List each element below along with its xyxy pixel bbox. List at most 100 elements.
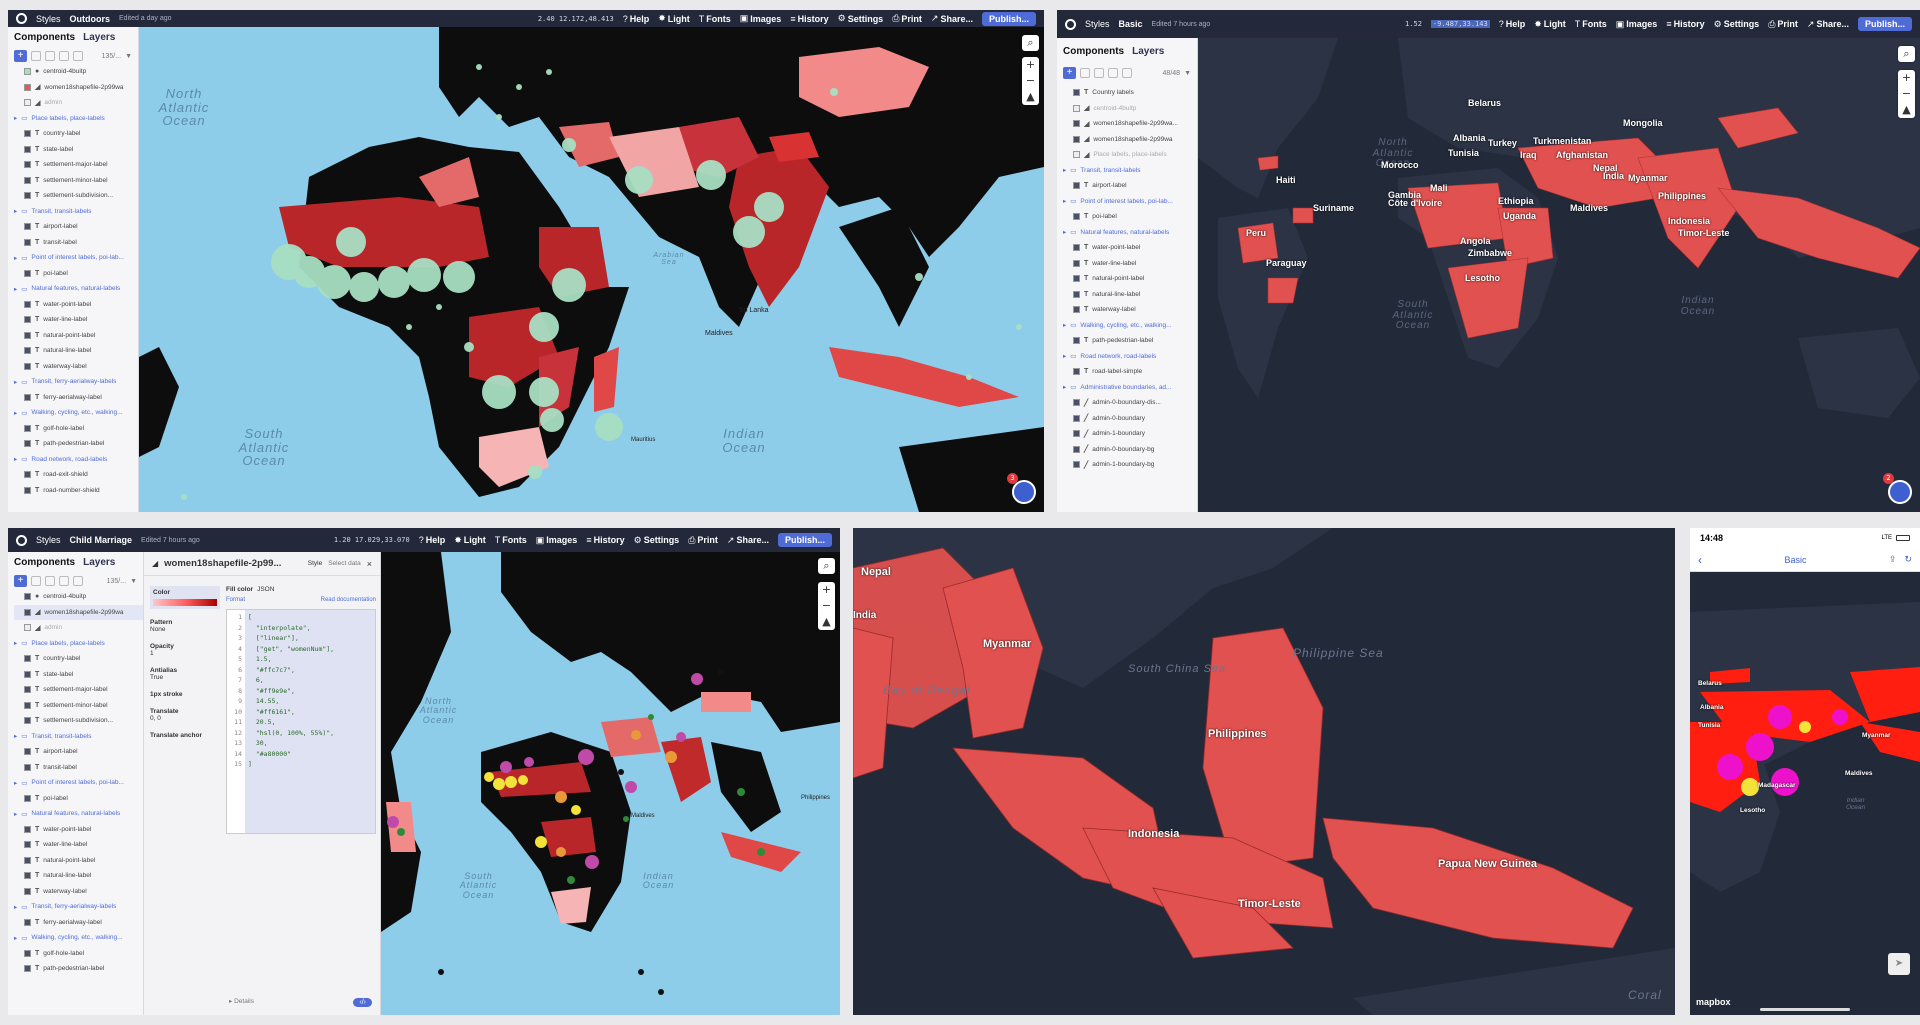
publish-button[interactable]: Publish...: [1857, 17, 1912, 31]
chevron-right-icon[interactable]: ▸: [1063, 198, 1067, 206]
style-property[interactable]: Translate 0, 0: [150, 708, 220, 722]
layer-group-row[interactable]: ▸ ▭ Road network, road-labels: [1063, 349, 1197, 365]
layer-row[interactable]: ◢ admin: [14, 95, 138, 111]
chevron-right-icon[interactable]: ▸: [14, 934, 18, 942]
chevron-right-icon[interactable]: ▸: [1063, 167, 1067, 175]
layer-swatch[interactable]: [24, 841, 31, 849]
layer-swatch[interactable]: [24, 424, 31, 432]
layer-group-row[interactable]: ▸ ▭ Road network, road-labels: [14, 452, 138, 468]
tab-select-data[interactable]: Select data: [328, 560, 361, 567]
layer-group-row[interactable]: ▸ ▭ Administrative boundaries, ad...: [1063, 380, 1197, 396]
tab-components[interactable]: Components: [1063, 46, 1125, 57]
layer-swatch[interactable]: [24, 825, 31, 833]
chevron-right-icon[interactable]: ▸: [14, 779, 18, 787]
zoom-in-button[interactable]: +: [821, 583, 832, 596]
zoom-in-button[interactable]: +: [1901, 71, 1912, 84]
chevron-right-icon[interactable]: ▸: [14, 810, 18, 818]
print-button[interactable]: ⎙ Print: [892, 13, 922, 24]
layer-group-row[interactable]: ▸ ▭ Walking, cycling, etc., walking...: [14, 930, 143, 946]
layer-swatch[interactable]: [1073, 104, 1080, 112]
layer-swatch[interactable]: [24, 486, 31, 494]
layer-swatch[interactable]: [1073, 151, 1080, 159]
layer-swatch[interactable]: [24, 238, 31, 246]
compass-icon[interactable]: ▲: [1026, 90, 1035, 103]
delete-icon[interactable]: [73, 576, 83, 586]
layer-swatch[interactable]: [1073, 414, 1080, 422]
code-view-button[interactable]: ‹/›: [353, 998, 372, 1007]
layer-swatch[interactable]: [24, 949, 31, 957]
layer-swatch[interactable]: [24, 300, 31, 308]
layer-swatch[interactable]: [1073, 368, 1080, 376]
json-toggle[interactable]: JSON: [257, 586, 275, 593]
duplicate-icon[interactable]: [31, 51, 41, 61]
layer-swatch[interactable]: [24, 686, 31, 694]
layer-group-row[interactable]: ▸ ▭ Place labels, place-labels: [14, 111, 138, 127]
tab-components[interactable]: Components: [14, 32, 76, 43]
layer-swatch[interactable]: [24, 655, 31, 663]
add-layer-button[interactable]: +: [14, 575, 27, 587]
history-button[interactable]: ≡ History: [790, 13, 829, 24]
chevron-right-icon[interactable]: ▸: [14, 285, 18, 293]
map-search-control[interactable]: ⌕: [818, 558, 835, 574]
style-property[interactable]: Opacity 1: [150, 643, 220, 657]
layer-group-row[interactable]: ▸ ▭ Natural features, natural-labels: [14, 806, 143, 822]
layer-swatch[interactable]: [1073, 430, 1080, 438]
layer-swatch[interactable]: [24, 331, 31, 339]
light-button[interactable]: ✸ Light: [658, 13, 690, 24]
style-property[interactable]: Translate anchor: [150, 732, 220, 739]
style-name[interactable]: Child Marriage: [69, 535, 133, 545]
layer-swatch[interactable]: [1073, 89, 1080, 97]
layer-row[interactable]: ● centroid-4buitp: [14, 64, 138, 80]
layer-swatch[interactable]: [24, 68, 31, 76]
layer-row[interactable]: T Country labels: [1063, 85, 1197, 101]
chevron-right-icon[interactable]: ▸: [14, 456, 18, 464]
zoom-out-button[interactable]: −: [1025, 74, 1036, 87]
layer-swatch[interactable]: [1073, 213, 1080, 221]
layer-group-row[interactable]: ▸ ▭ Point of interest labels, poi-lab...: [14, 775, 143, 791]
layer-swatch[interactable]: [24, 717, 31, 725]
history-button[interactable]: ≡ History: [1666, 19, 1705, 29]
details-toggle[interactable]: ▸ Details: [229, 998, 254, 1005]
layer-swatch[interactable]: [24, 316, 31, 324]
layer-row[interactable]: ◢ women18shapefile-2p99wa: [14, 604, 143, 620]
tab-layers[interactable]: Layers: [1132, 46, 1165, 57]
layer-swatch[interactable]: [24, 269, 31, 277]
layer-row[interactable]: ● centroid-4buitp: [14, 589, 143, 605]
share-button[interactable]: ↗ Share...: [726, 534, 769, 546]
map-canvas-3d[interactable]: North Atlantic Ocean South Atlantic Ocea…: [1198, 38, 1920, 512]
layer-group-row[interactable]: ▸ ▭ Point of interest labels, poi-lab...: [14, 250, 138, 266]
layer-swatch[interactable]: [1073, 275, 1080, 283]
style-property[interactable]: Antialias True: [150, 667, 220, 681]
share-icon[interactable]: ⇪: [1888, 554, 1897, 564]
layer-swatch[interactable]: [1073, 182, 1080, 190]
mapbox-logo-icon[interactable]: [16, 13, 27, 24]
map-search-control[interactable]: ⌕: [1898, 46, 1915, 62]
layer-swatch[interactable]: [1073, 244, 1080, 252]
chevron-right-icon[interactable]: ▸: [1063, 322, 1067, 330]
mapbox-logo-icon[interactable]: [16, 534, 27, 546]
refresh-icon[interactable]: ↻: [1904, 554, 1912, 564]
layer-swatch[interactable]: [1073, 337, 1080, 345]
layer-row[interactable]: ╱ admin-1-boundary-bg: [1063, 457, 1197, 473]
zoom-in-button[interactable]: +: [1025, 58, 1036, 71]
print-button[interactable]: ⎙ Print: [1768, 18, 1798, 30]
fonts-button[interactable]: T Fonts: [494, 535, 527, 545]
notifications-bell-icon[interactable]: [1012, 480, 1036, 504]
chevron-right-icon[interactable]: ▸: [14, 733, 18, 741]
